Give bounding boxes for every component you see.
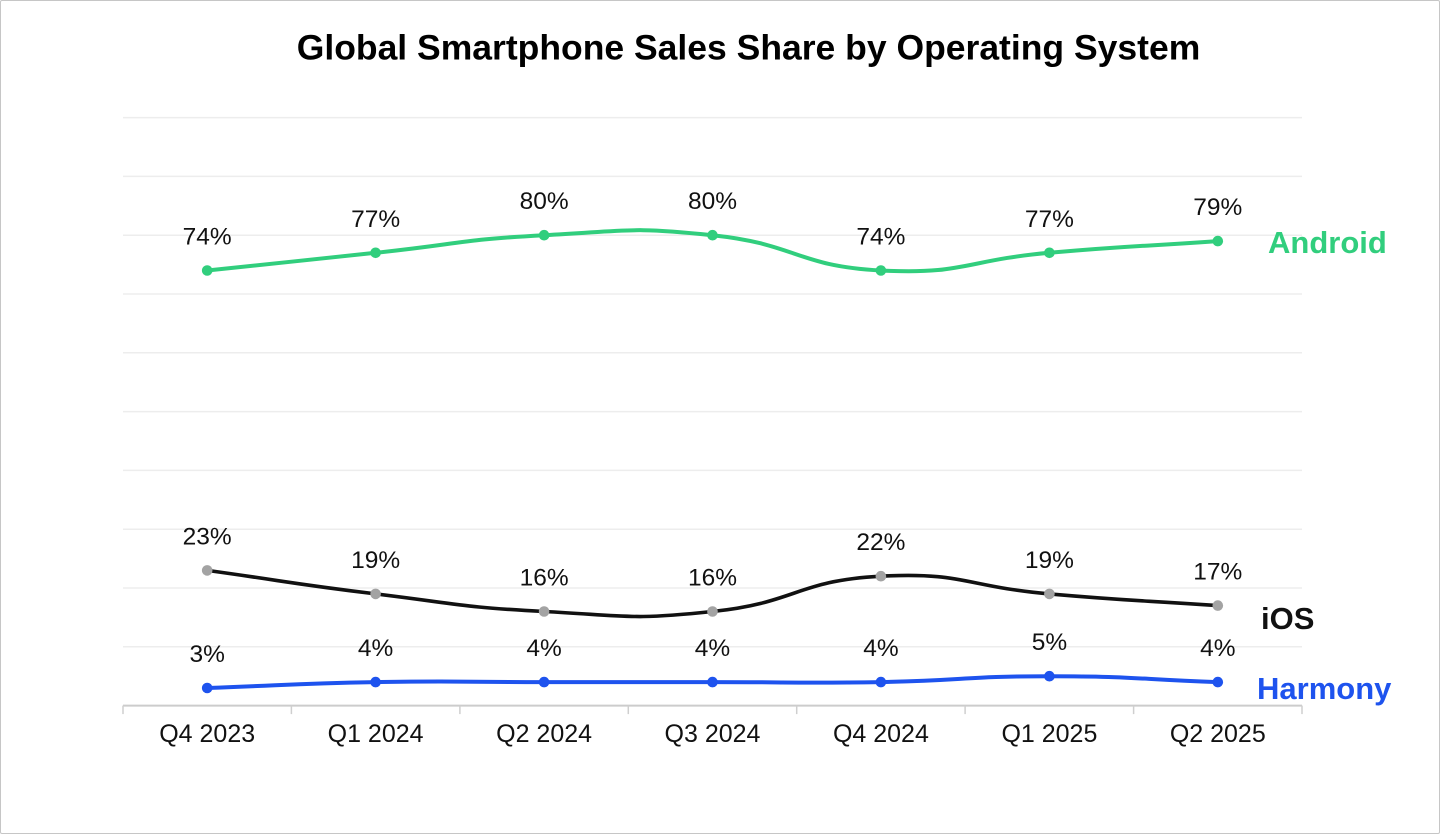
svg-text:79%: 79%	[1193, 194, 1242, 221]
svg-text:74%: 74%	[856, 224, 905, 251]
svg-text:Q4 2023: Q4 2023	[159, 720, 255, 748]
svg-text:22%: 22%	[856, 529, 905, 556]
svg-text:Android: Android	[1268, 225, 1387, 260]
svg-text:5%: 5%	[1032, 629, 1067, 656]
svg-text:Q3 2024: Q3 2024	[665, 720, 761, 748]
svg-text:Q2 2025: Q2 2025	[1170, 720, 1266, 748]
svg-text:3%: 3%	[189, 641, 224, 668]
svg-text:Harmony: Harmony	[1257, 671, 1392, 706]
svg-text:4%: 4%	[863, 635, 898, 662]
svg-text:74%: 74%	[183, 224, 232, 251]
svg-text:4%: 4%	[526, 635, 561, 662]
svg-text:16%: 16%	[520, 565, 569, 592]
svg-text:19%: 19%	[351, 547, 400, 574]
svg-text:Global Smartphone Sales Share: Global Smartphone Sales Share by Operati…	[297, 27, 1201, 67]
svg-text:80%: 80%	[520, 188, 569, 215]
svg-text:16%: 16%	[688, 565, 737, 592]
svg-text:19%: 19%	[1025, 547, 1074, 574]
svg-text:4%: 4%	[358, 635, 393, 662]
svg-text:77%: 77%	[1025, 206, 1074, 233]
svg-text:iOS: iOS	[1261, 601, 1314, 636]
svg-text:17%: 17%	[1193, 559, 1242, 586]
svg-text:80%: 80%	[688, 188, 737, 215]
svg-text:Q4 2024: Q4 2024	[833, 720, 929, 748]
svg-text:Q2 2024: Q2 2024	[496, 720, 592, 748]
svg-text:Q1 2024: Q1 2024	[328, 720, 424, 748]
svg-text:4%: 4%	[1200, 635, 1235, 662]
svg-text:23%: 23%	[183, 523, 232, 550]
svg-text:4%: 4%	[695, 635, 730, 662]
svg-text:77%: 77%	[351, 206, 400, 233]
svg-text:Q1 2025: Q1 2025	[1001, 720, 1097, 748]
